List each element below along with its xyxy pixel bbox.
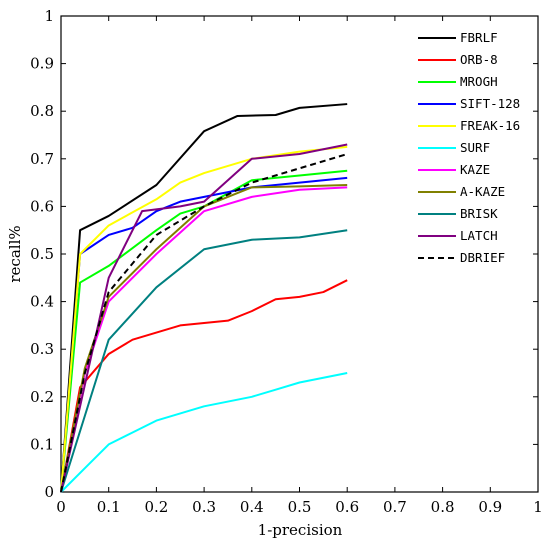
y-tick-label: 0.2	[30, 388, 54, 406]
legend-item-label: SIFT-128	[460, 96, 520, 111]
x-tick-label: 0.1	[97, 498, 121, 516]
legend-item-label: BRISK	[460, 206, 498, 221]
legend-item-label: FBRLF	[460, 30, 498, 45]
y-tick-label: 1	[44, 7, 54, 25]
y-tick-label: 0.5	[30, 245, 54, 263]
x-tick-label: 1	[533, 498, 543, 516]
series-line-surf	[60, 372, 348, 493]
y-tick-label: 0.7	[30, 150, 54, 168]
y-tick-label: 0.3	[30, 340, 54, 358]
series-line-fbrlf	[60, 103, 348, 493]
legend-item-label: FREAK-16	[460, 118, 520, 133]
y-tick-label: 0.9	[30, 55, 54, 73]
legend-item-label: A-KAZE	[460, 184, 505, 199]
legend-item-label: LATCH	[460, 228, 498, 243]
series-line-dbrief	[60, 153, 348, 493]
x-tick-label: 0.3	[192, 498, 216, 516]
y-tick-label: 0.6	[30, 197, 54, 215]
y-axis-label: recall%	[6, 225, 24, 282]
y-tick-label: 0	[44, 483, 54, 501]
legend-item-label: ORB-8	[460, 52, 498, 67]
x-tick-label: 0.8	[431, 498, 455, 516]
x-tick-label: 0.6	[335, 498, 359, 516]
x-tick-label: 0.7	[383, 498, 407, 516]
x-tick-label: 0	[56, 498, 66, 516]
series-line-sift-128	[60, 176, 348, 493]
x-axis-label: 1-precision	[258, 521, 343, 539]
x-tick-label: 0.9	[478, 498, 502, 516]
legend-item-label: SURF	[460, 140, 490, 155]
y-tick-label: 0.1	[30, 435, 54, 453]
series-line-freak-16	[60, 145, 348, 493]
axis-ticks: 0 0.1 0.2 0.3 0.4 0.5 0.6 0.7 0.8 0.9 1 0 0.1 0.2 0.3 0…	[30, 7, 543, 516]
x-tick-label: 0.2	[144, 498, 168, 516]
legend: FBRLF ORB-8 MROGH SIFT-128 FREAK-16 SURF KAZE A…	[418, 30, 520, 265]
series-line-mrogh	[60, 169, 348, 493]
legend-item-label: MROGH	[460, 74, 498, 89]
y-tick-label: 0.4	[30, 293, 54, 311]
legend-item-label: DBRIEF	[460, 250, 505, 265]
x-tick-label: 0.5	[288, 498, 312, 516]
x-tick-label: 0.4	[240, 498, 264, 516]
series-group	[60, 103, 348, 493]
series-line-orb-8	[60, 279, 348, 493]
legend-item-label: KAZE	[460, 162, 490, 177]
series-line-brisk	[60, 229, 348, 493]
series-line-latch	[60, 143, 348, 493]
series-line-a-kaze	[60, 183, 348, 493]
y-tick-label: 0.8	[30, 102, 54, 120]
